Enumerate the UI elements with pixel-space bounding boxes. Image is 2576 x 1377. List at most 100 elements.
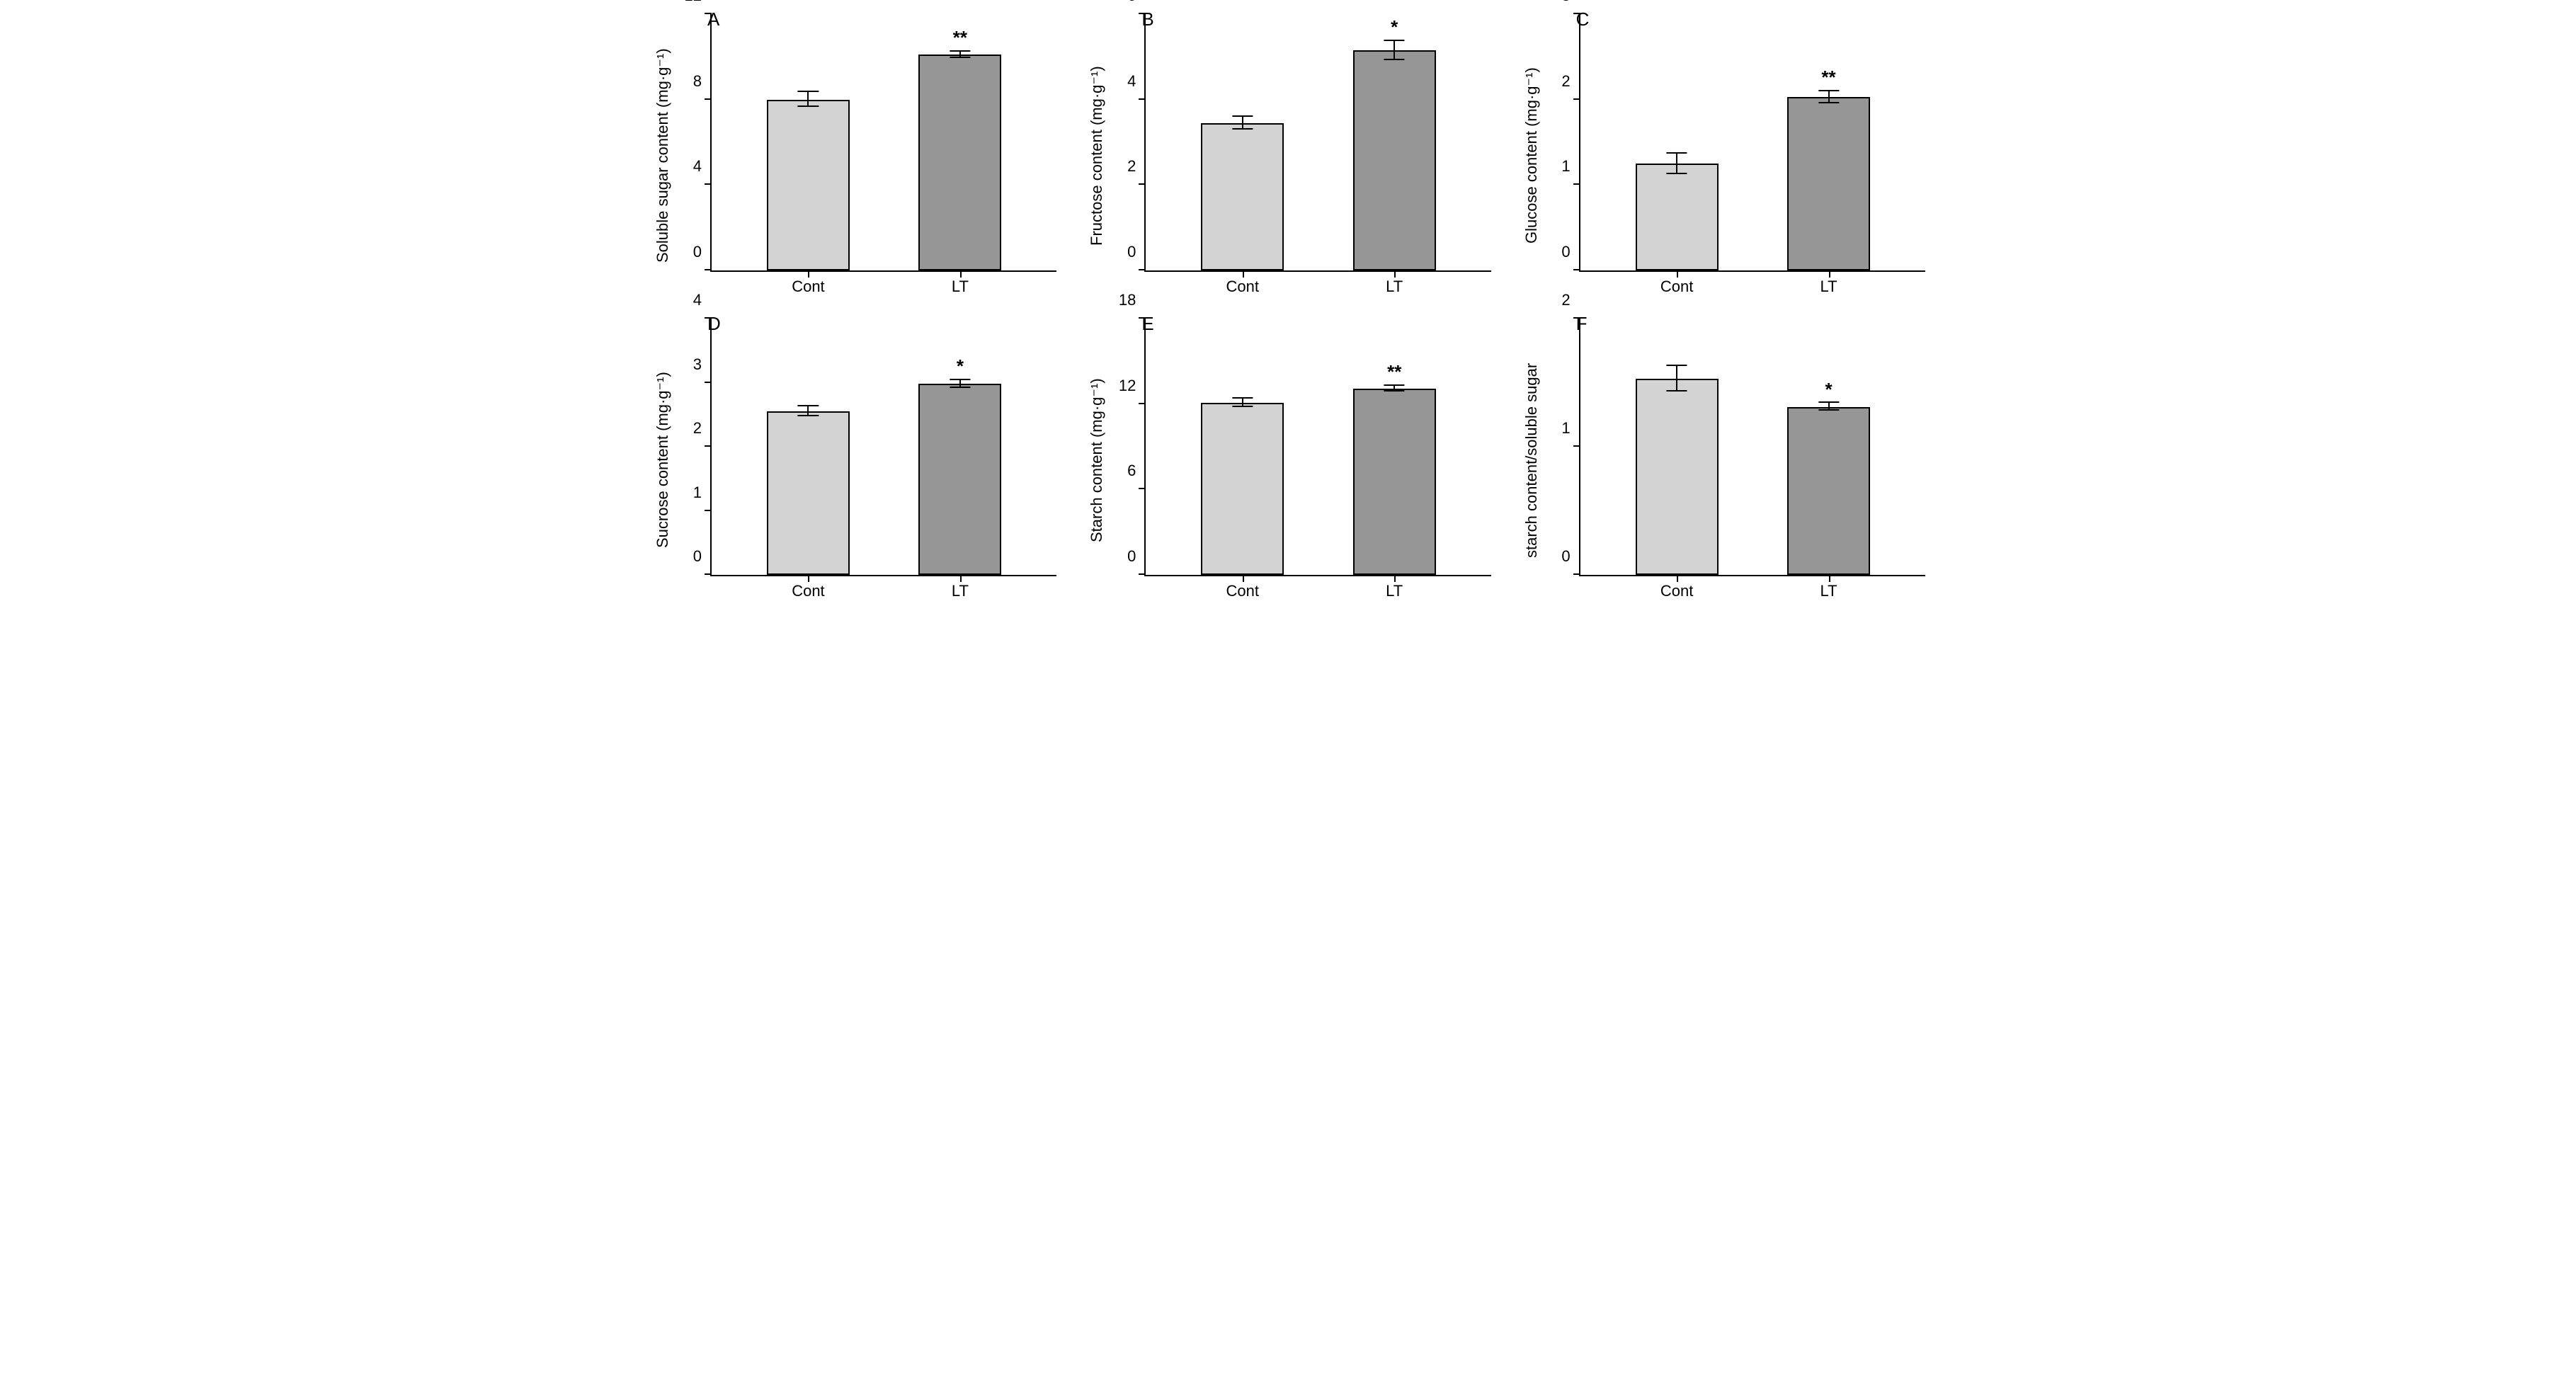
y-tick (1573, 98, 1580, 100)
y-tick-label: 4 (693, 157, 702, 176)
x-tick (808, 270, 809, 278)
y-tick (705, 510, 712, 511)
y-tick-label: 3 (1561, 0, 1570, 5)
panel-d: Sucrose content (mg·g⁻¹)D01234Cont*LT (651, 319, 1056, 602)
error-cap (1384, 390, 1405, 392)
y-tick-label: 0 (1127, 243, 1136, 261)
significance-marker: * (1825, 379, 1832, 401)
error-cap (1666, 390, 1687, 392)
y-tick (705, 317, 712, 319)
error-cap (1232, 128, 1253, 130)
x-tick-label: Cont (792, 582, 824, 600)
y-tick (1573, 269, 1580, 270)
panel-e: Starch content (mg·g⁻¹)E061218Cont**LT (1085, 319, 1491, 602)
y-tick-label: 4 (1127, 72, 1136, 91)
x-tick (1829, 270, 1830, 278)
y-tick (1139, 403, 1146, 404)
plot-area: 0123Cont**LT (1579, 14, 1925, 272)
y-tick (1573, 573, 1580, 575)
significance-marker: * (1391, 16, 1398, 38)
plot-wrap: E061218Cont**LT (1109, 319, 1491, 602)
x-tick (1677, 270, 1678, 278)
x-tick (1394, 575, 1396, 582)
y-tick-label: 12 (1119, 377, 1136, 395)
y-tick (1573, 183, 1580, 185)
bar-cont (767, 100, 850, 270)
y-tick-label: 0 (693, 547, 702, 566)
error-cap (1818, 409, 1839, 411)
y-tick (1573, 13, 1580, 14)
y-tick-label: 0 (1561, 243, 1570, 261)
error-cap (1666, 152, 1687, 154)
y-tick (705, 269, 712, 270)
y-tick (1573, 445, 1580, 447)
plot-area: 061218Cont**LT (1144, 319, 1491, 576)
error-cap (950, 50, 970, 52)
error-cap (1384, 59, 1405, 60)
y-tick-label: 0 (1127, 547, 1136, 566)
plot-area: 04812Cont**LT (710, 14, 1056, 272)
bar-lt (918, 55, 1001, 270)
x-tick-label: Cont (1226, 278, 1259, 296)
y-tick (705, 183, 712, 185)
bar-lt (1353, 50, 1436, 270)
x-tick (1394, 270, 1396, 278)
y-tick-label: 0 (693, 243, 702, 261)
bar-lt (1353, 389, 1436, 575)
significance-marker: ** (953, 27, 967, 49)
panel-b: Fructose content (mg·g⁻¹)B0246Cont*LT (1085, 14, 1491, 297)
y-axis-label: Glucose content (mg·g⁻¹) (1520, 14, 1544, 297)
error-cap (950, 387, 970, 388)
error-cap (1818, 90, 1839, 91)
y-tick (705, 13, 712, 14)
x-tick-label: LT (952, 582, 969, 600)
panel-a: Soluble sugar content (mg·g⁻¹)A04812Cont… (651, 14, 1056, 297)
bar-cont (1636, 379, 1719, 575)
y-tick-label: 2 (693, 419, 702, 438)
error-bar (807, 92, 809, 107)
bar-cont (1201, 123, 1284, 270)
error-cap (1818, 102, 1839, 103)
x-tick-label: Cont (792, 278, 824, 296)
error-cap (1232, 115, 1253, 117)
error-cap (1232, 397, 1253, 399)
y-tick-label: 1 (1561, 419, 1570, 438)
plot-wrap: C0123Cont**LT (1544, 14, 1925, 297)
error-cap (798, 105, 819, 107)
panel-c: Glucose content (mg·g⁻¹)C0123Cont**LT (1520, 14, 1925, 297)
bar-lt (918, 384, 1001, 575)
y-tick (1139, 183, 1146, 185)
y-tick (1139, 98, 1146, 100)
error-cap (1384, 40, 1405, 41)
error-bar (1394, 41, 1395, 60)
error-bar (1676, 154, 1677, 174)
panel-f: starch content/soluble sugarF012Cont*LT (1520, 319, 1925, 602)
y-tick (1139, 573, 1146, 575)
error-cap (798, 91, 819, 92)
significance-marker: ** (1821, 67, 1835, 88)
y-tick (1139, 269, 1146, 270)
error-cap (950, 379, 970, 380)
y-tick-label: 4 (693, 291, 702, 309)
error-cap (950, 57, 970, 58)
y-axis-label: Starch content (mg·g⁻¹) (1085, 319, 1109, 602)
y-tick-label: 6 (1127, 462, 1136, 480)
x-tick-label: LT (1820, 278, 1837, 296)
y-tick-label: 3 (693, 355, 702, 374)
y-tick-label: 1 (693, 484, 702, 502)
error-cap (1666, 173, 1687, 174)
bar-cont (767, 411, 850, 575)
significance-marker: * (957, 355, 964, 377)
x-tick (1677, 575, 1678, 582)
y-axis-label: starch content/soluble sugar (1520, 319, 1544, 602)
bar-cont (1636, 164, 1719, 270)
x-tick (808, 575, 809, 582)
y-tick-label: 1 (1561, 157, 1570, 176)
x-tick-label: Cont (1660, 278, 1693, 296)
y-tick-label: 2 (1561, 291, 1570, 309)
y-tick-label: 18 (1119, 291, 1136, 309)
x-tick-label: LT (952, 278, 969, 296)
bar-lt (1787, 97, 1870, 270)
error-cap (798, 415, 819, 416)
x-tick-label: Cont (1660, 582, 1693, 600)
